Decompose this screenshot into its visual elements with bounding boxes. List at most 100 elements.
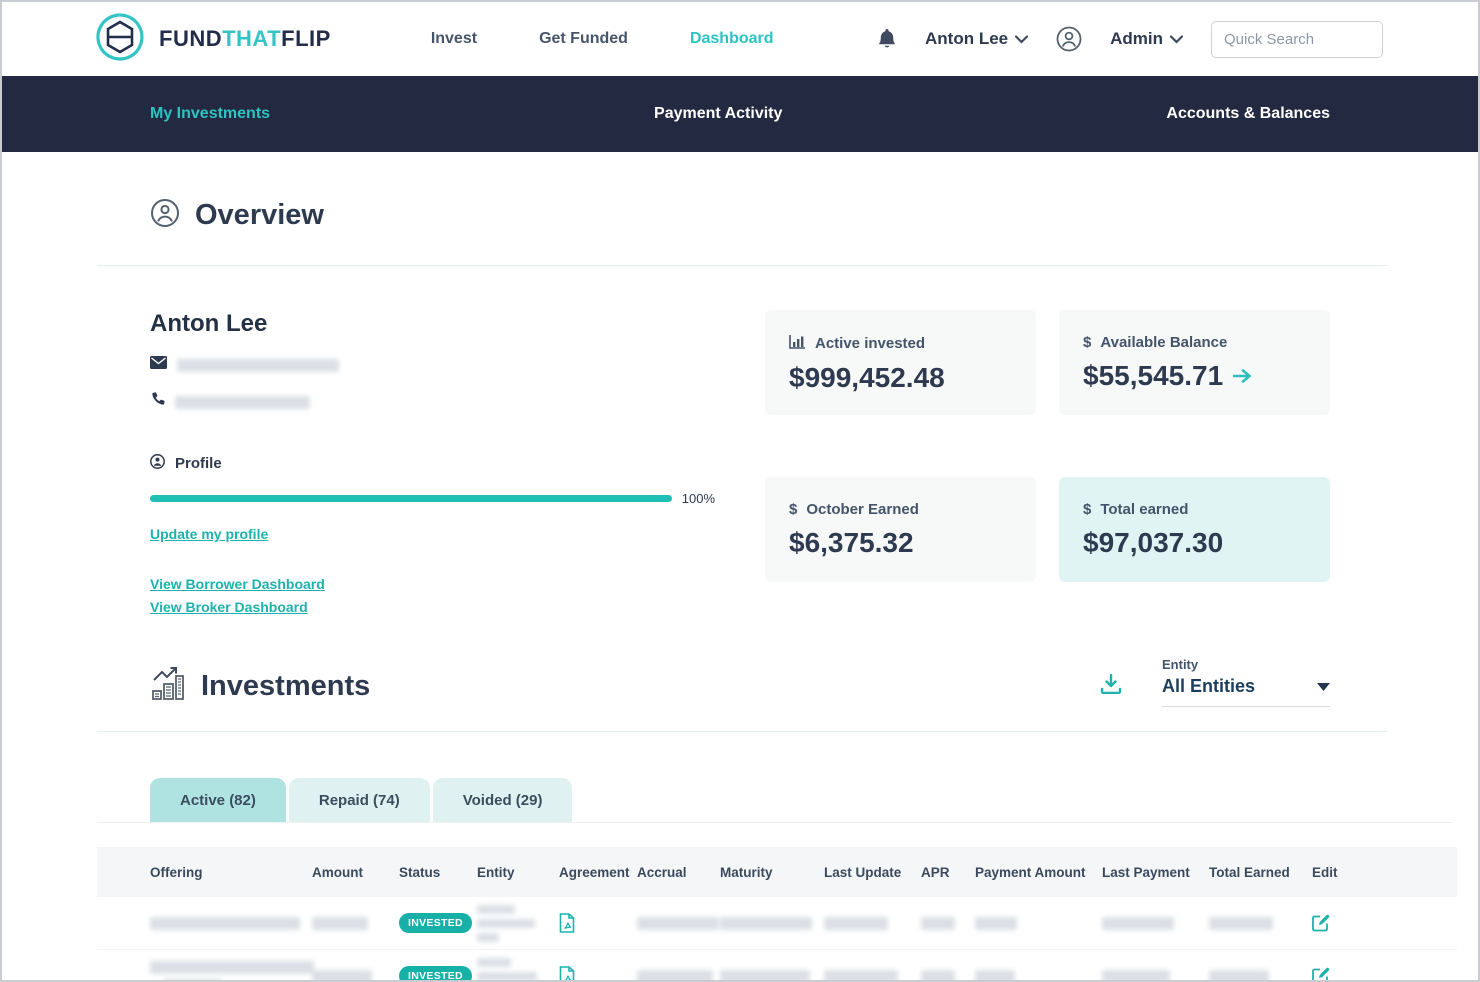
admin-label: Admin (1110, 29, 1163, 48)
edit-icon[interactable] (1312, 914, 1372, 932)
stat-cards: Active invested $999,452.48 $ Available … (765, 310, 1330, 615)
email-row (150, 356, 715, 374)
chevron-down-icon (1015, 29, 1029, 49)
redacted-entity (477, 957, 511, 967)
update-profile-link[interactable]: Update my profile (150, 526, 269, 542)
payment-amount-cell (975, 916, 1102, 930)
col-status: Status (399, 864, 441, 880)
total-earned-cell (1209, 916, 1312, 930)
user-dropdown[interactable]: Anton Lee (925, 29, 1029, 49)
tab-repaid[interactable]: Repaid (74) (288, 778, 430, 822)
redacted-accrual (637, 916, 719, 930)
investments-header: Investments Entity All Entities (2, 657, 1478, 707)
dashboard-subnav: My Investments Payment Activity Accounts… (2, 76, 1478, 152)
user-name: Anton Lee (925, 29, 1009, 48)
primary-nav: Invest Get Funded Dashboard (431, 30, 774, 48)
edit-cell (1312, 914, 1372, 932)
last-update-cell (824, 916, 921, 930)
col-payment-amount: Payment Amount (975, 864, 1086, 880)
redacted-email (177, 358, 339, 372)
col-amount: Amount (312, 864, 363, 880)
redacted-total-earned (1209, 916, 1273, 930)
tab-voided[interactable]: Voided (29) (432, 778, 573, 822)
entity-filter-value: All Entities (1162, 676, 1256, 696)
nav-invest[interactable]: Invest (430, 30, 478, 47)
notifications-bell-icon[interactable] (877, 28, 897, 50)
amount-cell (312, 916, 399, 930)
dollar-icon: $ (789, 501, 798, 518)
profile-user-name: Anton Lee (150, 310, 268, 337)
profile-person-icon (150, 454, 165, 473)
col-last-payment: Last Payment (1102, 864, 1190, 880)
admin-dropdown[interactable]: Admin (1110, 29, 1184, 49)
caret-down-icon (1317, 678, 1330, 696)
brand-logo[interactable]: FUNDTHATFLIP (95, 12, 331, 67)
profile-progress-fill (150, 495, 672, 502)
card-label-text: Total earned (1100, 501, 1189, 518)
quick-search-input[interactable] (1211, 20, 1383, 58)
offering-cell[interactable] (97, 960, 314, 980)
col-apr: APR (921, 864, 950, 880)
maturity-cell (720, 916, 824, 930)
top-header: FUNDTHATFLIP Invest Get Funded Dashboard… (2, 2, 1478, 76)
col-maturity: Maturity (720, 864, 773, 880)
dollar-icon: $ (1083, 501, 1092, 518)
dollar-icon: $ (1083, 334, 1092, 351)
nav-dashboard[interactable]: Dashboard (689, 30, 774, 47)
accrual-cell (637, 916, 720, 930)
view-broker-dashboard-link[interactable]: View Broker Dashboard (150, 599, 308, 615)
edit-icon[interactable] (1312, 967, 1372, 980)
subnav-payment-activity[interactable]: Payment Activity (654, 105, 783, 122)
fundthatflip-logo-icon (95, 12, 145, 67)
status-cell: INVESTED (399, 966, 477, 980)
total-earned-cell (1209, 969, 1312, 980)
pdf-file-icon[interactable] (559, 913, 637, 933)
card-label-text: Available Balance (1100, 334, 1228, 351)
subnav-my-investments[interactable]: My Investments (150, 105, 271, 122)
entity-filter-select[interactable]: Entity All Entities (1162, 657, 1330, 707)
status-cell: INVESTED (399, 913, 477, 933)
profile-progress-bar (150, 495, 672, 502)
download-icon[interactable] (1100, 673, 1122, 699)
last-update-cell (824, 969, 921, 980)
dashboard-links: View Borrower Dashboard View Broker Dash… (150, 576, 715, 615)
card-label-text: October Earned (806, 501, 919, 518)
redacted-payment-amount (975, 969, 1015, 980)
redacted-amount (312, 969, 372, 980)
redacted-entity (477, 932, 499, 942)
nav-get-funded[interactable]: Get Funded (539, 30, 628, 47)
redacted-last-payment (1102, 969, 1170, 980)
card-value: $97,037.30 (1083, 527, 1224, 558)
offering-cell[interactable] (97, 916, 312, 930)
entity-filter-label: Entity (1162, 657, 1199, 672)
redacted-offering (150, 960, 314, 974)
redacted-apr (921, 916, 955, 930)
amount-cell (312, 969, 399, 980)
redacted-total-earned (1209, 969, 1269, 980)
account-person-icon[interactable] (1056, 26, 1082, 52)
table-header-row: Offering Amount Status Entity Agreement … (97, 847, 1457, 897)
status-badge: INVESTED (399, 966, 472, 980)
overview-user-icon (150, 198, 180, 233)
entity-cell (477, 904, 559, 942)
accrual-cell (637, 969, 720, 980)
apr-cell (921, 916, 975, 930)
card-available-balance: $ Available Balance $55,545.71 (1059, 310, 1330, 415)
card-value: $999,452.48 (789, 362, 945, 393)
investments-table: Offering Amount Status Entity Agreement … (97, 847, 1457, 980)
redacted-offering (164, 978, 222, 980)
subnav-accounts-balances[interactable]: Accounts & Balances (1166, 105, 1330, 122)
brand-name: FUNDTHATFLIP (159, 26, 331, 51)
tab-active[interactable]: Active (82) (150, 778, 286, 822)
balance-arrow-right-icon[interactable] (1233, 369, 1252, 383)
view-borrower-dashboard-link[interactable]: View Borrower Dashboard (150, 576, 325, 592)
agreement-cell (559, 966, 637, 980)
table-row: INVESTED (97, 897, 1457, 950)
redacted-entity (477, 971, 537, 980)
redacted-payment-amount (975, 916, 1017, 930)
section-divider (97, 731, 1388, 732)
pdf-file-icon[interactable] (559, 966, 637, 980)
redacted-last-update (824, 916, 888, 930)
investments-tabs: Active (82) Repaid (74) Voided (29) (97, 778, 1453, 823)
status-badge: INVESTED (399, 913, 472, 933)
